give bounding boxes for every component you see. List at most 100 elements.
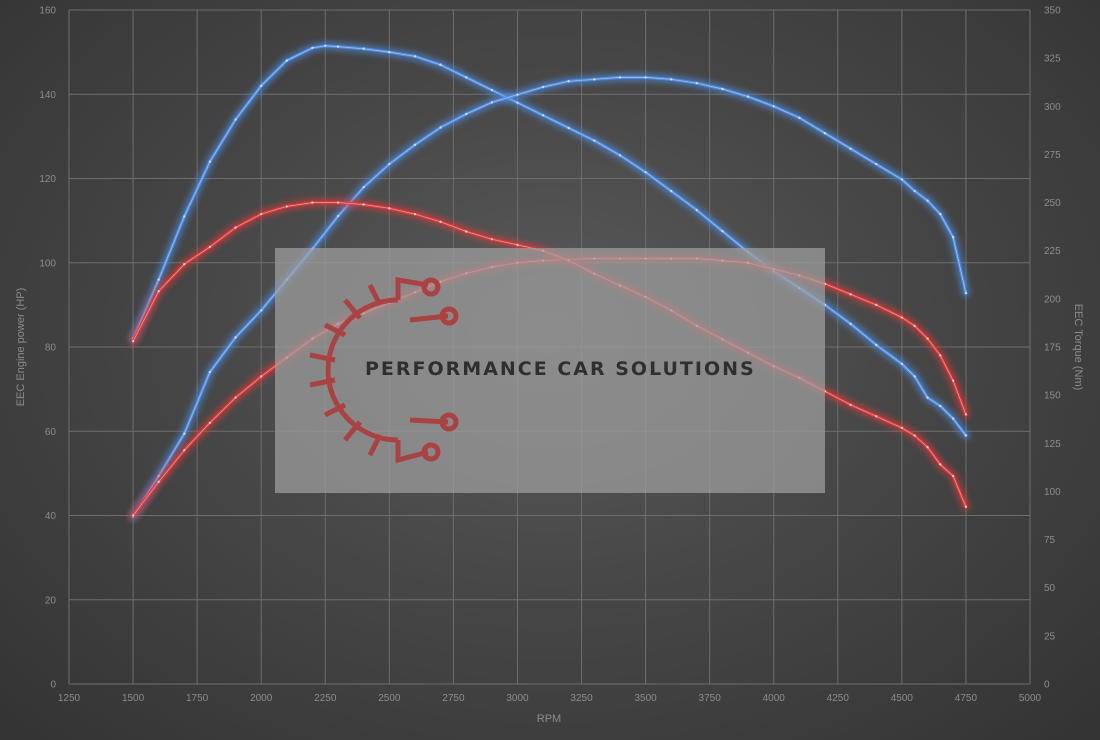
data-point (875, 415, 878, 418)
data-point (336, 201, 340, 204)
x-tick-label: 2250 (314, 693, 337, 704)
data-point (413, 143, 417, 146)
data-point (618, 76, 622, 79)
y-right-tick-label: 300 (1044, 102, 1061, 113)
x-tick-label: 4500 (891, 693, 914, 704)
data-point (939, 354, 942, 357)
data-point (388, 50, 391, 54)
data-point (285, 59, 289, 62)
x-tick-label: 2000 (250, 693, 273, 704)
data-point (336, 45, 340, 48)
y-axis-right-title: EEC Torque (Nm) (1072, 304, 1084, 391)
y-left-tick-label: 100 (39, 258, 56, 269)
data-point (465, 112, 468, 116)
x-tick-label: 1750 (186, 693, 209, 704)
y-right-tick-label: 50 (1044, 583, 1056, 594)
x-tick-label: 3500 (634, 693, 657, 704)
data-point (157, 480, 160, 483)
y-right-tick-label: 275 (1044, 150, 1061, 161)
data-point (567, 80, 570, 83)
x-tick-label: 5000 (1019, 693, 1042, 704)
data-point (439, 126, 442, 129)
data-point (157, 278, 160, 281)
data-point (541, 85, 545, 89)
data-point (131, 514, 135, 517)
data-point (913, 375, 916, 378)
data-point (208, 160, 212, 163)
x-tick-label: 2500 (378, 693, 401, 704)
data-point (516, 243, 519, 247)
data-point (413, 55, 417, 58)
data-point (388, 207, 391, 210)
data-point (721, 229, 724, 233)
y-left-tick-label: 20 (45, 595, 57, 606)
data-point (849, 403, 852, 406)
data-point (875, 162, 878, 166)
data-point (823, 132, 827, 135)
y-left-tick-label: 0 (50, 680, 56, 691)
data-point (939, 463, 942, 466)
data-point (183, 449, 186, 452)
series-tuned-power (128, 41, 971, 440)
data-point (913, 189, 916, 193)
y-left-tick-label: 60 (45, 427, 57, 438)
data-point (183, 262, 186, 266)
data-point (324, 44, 327, 48)
data-point (593, 78, 596, 81)
data-point (939, 212, 942, 216)
data-point (798, 116, 801, 120)
data-point (311, 46, 314, 50)
y-left-tick-label: 140 (39, 90, 56, 101)
data-point (388, 162, 391, 166)
x-tick-label: 1250 (58, 693, 81, 704)
x-axis-title: RPM (537, 713, 561, 725)
data-point (234, 118, 237, 121)
y-right-tick-label: 325 (1044, 54, 1061, 65)
data-point (849, 293, 852, 296)
data-point (644, 170, 647, 174)
y-right-tick-label: 250 (1044, 198, 1061, 209)
x-tick-label: 4250 (827, 693, 850, 704)
watermark-panel (275, 248, 825, 493)
data-point (516, 101, 519, 104)
data-point (951, 379, 955, 382)
data-point (939, 404, 942, 408)
data-point (208, 370, 212, 374)
data-point (362, 203, 365, 206)
data-point (131, 340, 135, 343)
y-right-tick-label: 0 (1044, 680, 1050, 691)
data-point (926, 199, 929, 202)
data-point (964, 413, 968, 416)
y-right-tick-label: 350 (1044, 6, 1061, 17)
data-point (362, 185, 365, 189)
data-point (516, 93, 519, 96)
y-right-tick-label: 100 (1044, 487, 1061, 498)
data-point (926, 337, 929, 340)
tick-labels: 1250 1500 1750 2000 2250 2500 2750 3000 3250 3500… (39, 6, 1061, 705)
y-right-tick-label: 175 (1044, 343, 1061, 354)
data-point (311, 201, 314, 204)
data-point (849, 147, 852, 150)
data-point (208, 245, 212, 249)
data-point (157, 289, 160, 293)
data-point (490, 101, 494, 104)
data-point (875, 303, 878, 307)
x-tick-label: 2750 (442, 693, 465, 704)
data-point (541, 114, 545, 117)
data-point (644, 76, 647, 79)
data-point (721, 87, 724, 91)
data-point (234, 226, 237, 229)
data-point (336, 214, 340, 218)
x-tick-label: 3250 (570, 693, 593, 704)
data-point (926, 396, 929, 399)
data-point (260, 309, 263, 312)
data-point (670, 189, 673, 193)
data-point (234, 396, 237, 399)
data-point (490, 237, 494, 241)
x-tick-label: 4750 (955, 693, 978, 704)
data-point (183, 432, 186, 435)
data-point (465, 76, 468, 79)
data-point (913, 324, 916, 328)
grid-lines (68, 9, 1031, 685)
